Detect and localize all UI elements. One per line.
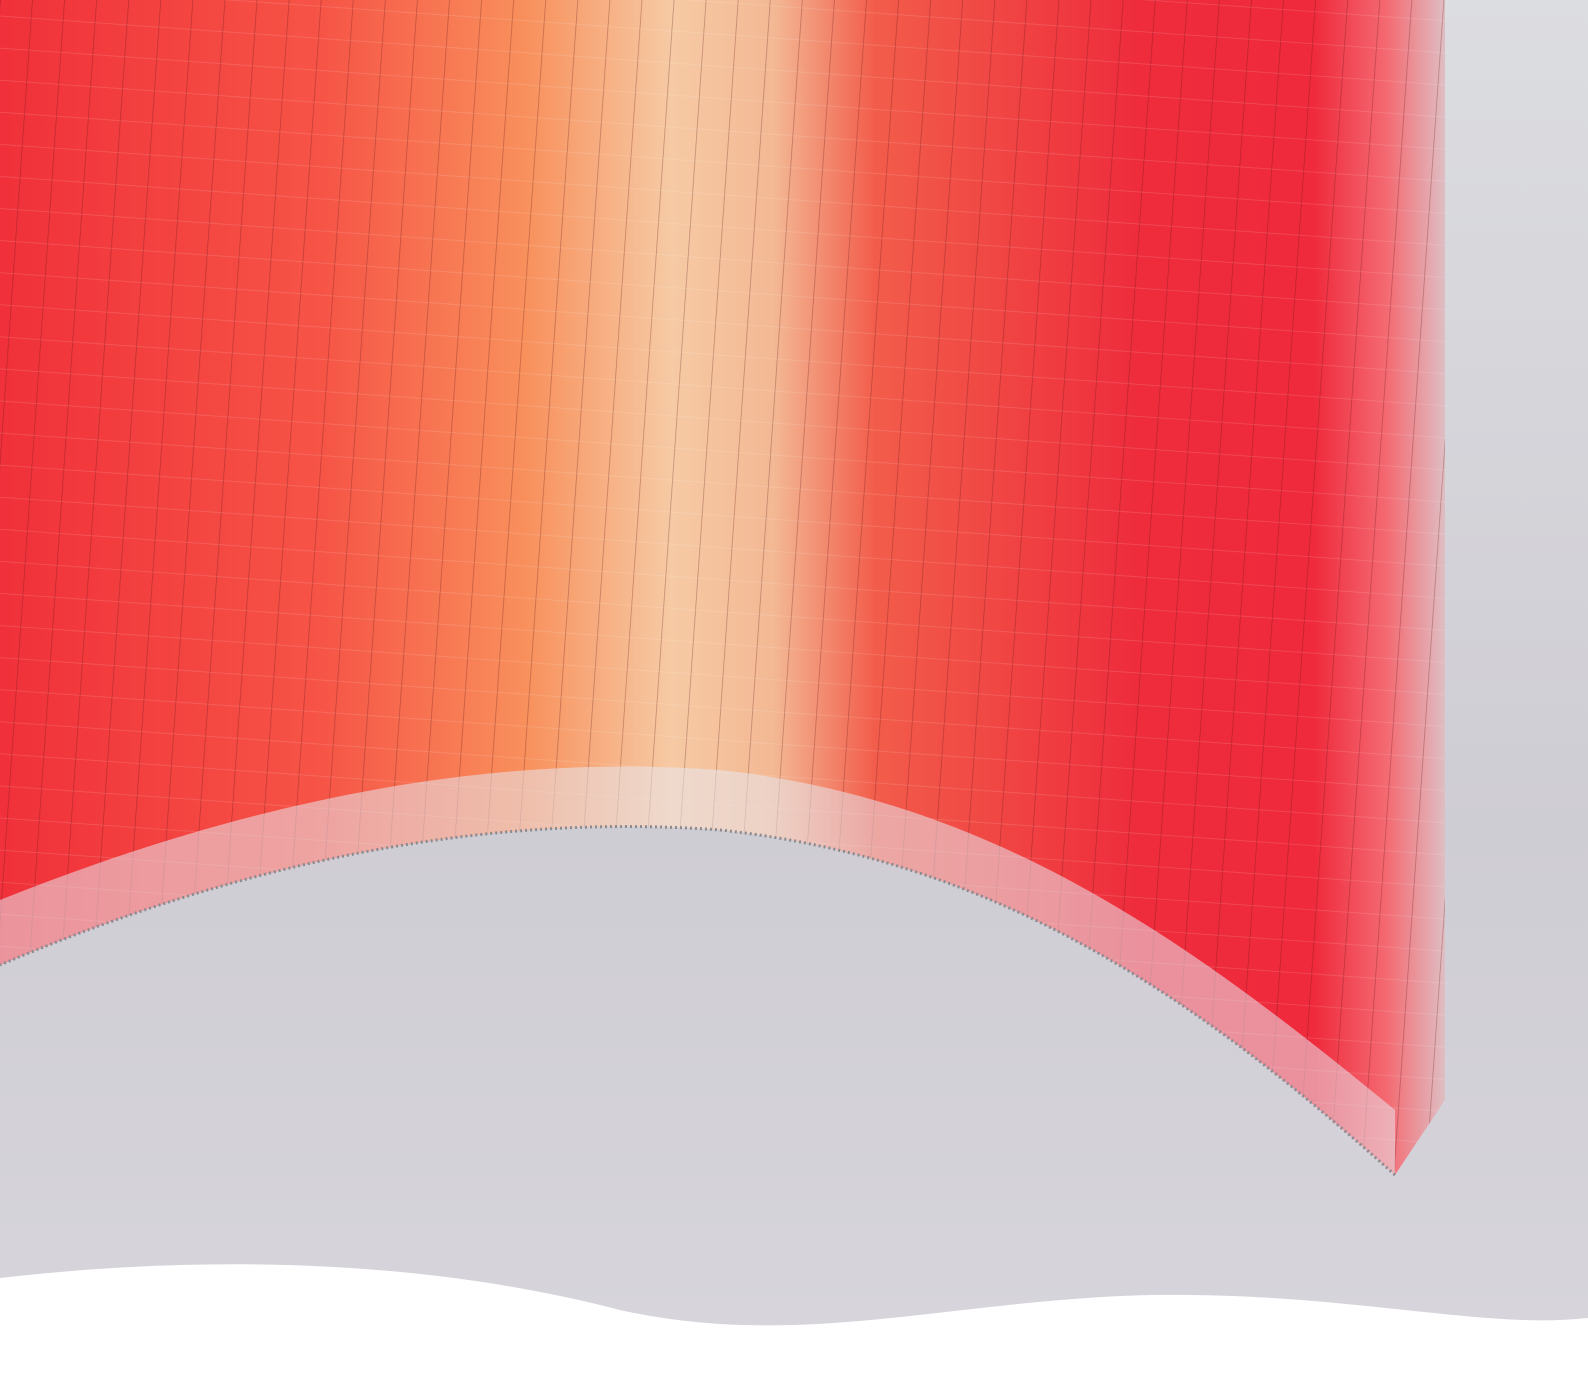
fabric-edge-fade bbox=[0, 766, 1395, 1175]
foreground-wave bbox=[0, 1264, 1588, 1383]
fabric-edge bbox=[0, 825, 1397, 1177]
fabric bbox=[0, 0, 1445, 1175]
